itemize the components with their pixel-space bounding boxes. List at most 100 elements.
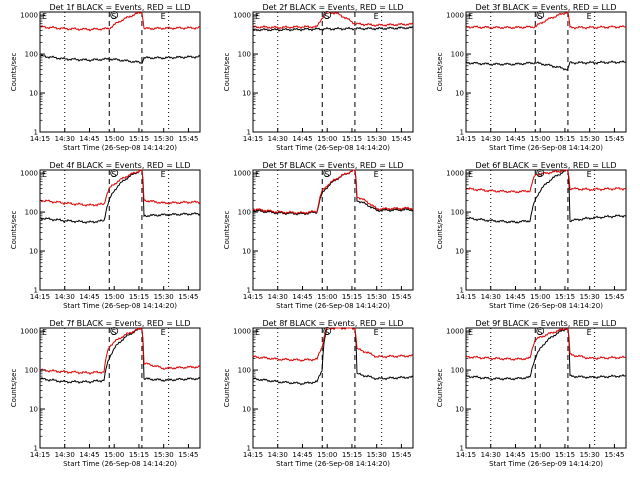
x-tick-label: 15:45 [391,293,411,301]
y-tick-label: 1 [460,129,464,137]
y-tick-label: 10 [29,90,38,98]
y-tick-label: 1000 [20,170,38,178]
plot-frame [465,11,627,133]
series-line [252,169,414,216]
marker-circle [323,11,332,19]
chart-title: Det 8f BLACK = Events, RED = LLD [262,319,403,328]
x-tick-label: 14:30 [55,451,75,459]
x-tick-label: 15:45 [391,135,411,143]
y-tick-label: 1000 [233,328,251,336]
event-marker-label: E [374,170,379,179]
event-marker-label: E [161,170,166,179]
marker-circle [110,11,119,19]
x-tick-label: 15:45 [178,451,198,459]
x-tick-label: 14:15 [456,451,476,459]
marker-circle [110,327,119,335]
x-tick-label: 15:15 [342,293,362,301]
x-tick-label: 15:30 [580,293,600,301]
y-tick-label: 1000 [233,12,251,20]
event-marker-label: E [161,12,166,21]
y-tick-label: 1 [247,287,251,295]
chart-title: Det 6f BLACK = Events, RED = LLD [475,161,616,170]
series-line [252,11,414,30]
event-marker-label: E [468,328,473,337]
chart-panel: Det 9f BLACK = Events, RED = LLD 14:15 14:… [436,319,627,468]
series-line [465,326,627,381]
series-line [39,11,201,32]
series-line [465,169,627,224]
x-tick-label: 15:30 [367,293,387,301]
x-tick-label: 14:30 [268,135,288,143]
marker-circle [536,169,545,177]
x-axis-label: Start Time (26-Sep-09 14:14:20) [489,460,603,468]
x-tick-label: 15:30 [154,135,174,143]
x-axis-label: Start Time (26-Sep-08 14:14:20) [276,302,390,310]
plot-frame [39,327,201,449]
y-tick-label: 1 [247,129,251,137]
x-tick-label: 15:00 [317,293,337,301]
x-tick-label: 15:15 [555,451,575,459]
x-axis-label: Start Time (26-Sep-08 14:14:20) [276,144,390,152]
x-tick-label: 15:30 [580,451,600,459]
x-tick-label: 14:30 [268,293,288,301]
y-tick-label: 1 [34,287,38,295]
plot-frame [465,169,627,291]
y-tick-label: 100 [25,51,38,59]
marker-circle [323,169,332,177]
x-tick-label: 15:00 [104,451,124,459]
y-tick-label: 1000 [20,328,38,336]
y-tick-label: 100 [238,209,251,217]
x-axis-label: Start Time (26-Sep-08 14:14:20) [63,460,177,468]
chart-panel: Det 8f BLACK = Events, RED = LLD 14:15 14:… [223,319,414,468]
event-marker-label: E [161,328,166,337]
series-line [39,54,201,65]
x-axis-label: Start Time (26-Sep-08 14:14:20) [63,144,177,152]
plot-frame [252,169,414,291]
y-tick-label: 1 [460,287,464,295]
series-line [252,26,414,32]
x-axis-label: Start Time (26-Sep-08 14:14:20) [489,302,603,310]
x-tick-label: 15:15 [129,135,149,143]
chart-panel: Det 1f BLACK = Events, RED = LLD 14:15 14:… [10,3,201,152]
marker-circle [323,327,332,335]
event-marker-label: S [537,170,542,179]
y-tick-label: 100 [238,51,251,59]
x-tick-label: 14:15 [30,451,50,459]
event-marker-label: S [324,170,329,179]
plot-frame [39,11,201,133]
x-tick-label: 15:00 [530,135,550,143]
x-tick-label: 14:15 [243,451,263,459]
y-tick-label: 1 [247,445,251,453]
x-tick-label: 15:30 [367,451,387,459]
y-tick-label: 1 [460,445,464,453]
x-tick-label: 14:45 [505,451,525,459]
y-tick-label: 1000 [20,12,38,20]
y-tick-label: 1000 [446,12,464,20]
chart-title: Det 5f BLACK = Events, RED = LLD [262,161,403,170]
chart-panel: Det 4f BLACK = Events, RED = LLD 14:15 14:… [10,161,201,310]
x-tick-label: 14:45 [505,293,525,301]
event-marker-label: E [255,170,260,179]
y-tick-label: 100 [451,209,464,217]
y-axis-label: Counts/sec [223,53,231,92]
event-marker-label: S [537,328,542,337]
event-marker-label: E [587,12,592,21]
y-tick-label: 10 [455,90,464,98]
event-marker-label: E [42,12,47,21]
chart-title: Det 4f BLACK = Events, RED = LLD [49,161,190,170]
event-marker-label: E [374,12,379,21]
event-marker-label: E [468,12,473,21]
plot-frame [465,327,627,449]
x-axis-label: Start Time (26-Sep-08 14:14:20) [489,144,603,152]
marker-circle [110,169,119,177]
x-tick-label: 15:00 [530,451,550,459]
x-tick-label: 14:45 [292,293,312,301]
x-tick-label: 15:15 [129,293,149,301]
y-tick-label: 1000 [233,170,251,178]
chart-title: Det 9f BLACK = Events, RED = LLD [475,319,616,328]
marker-circle [536,11,545,19]
x-tick-label: 15:15 [342,135,362,143]
y-axis-label: Counts/sec [223,369,231,408]
y-tick-label: 10 [242,406,251,414]
x-tick-label: 15:00 [317,135,337,143]
